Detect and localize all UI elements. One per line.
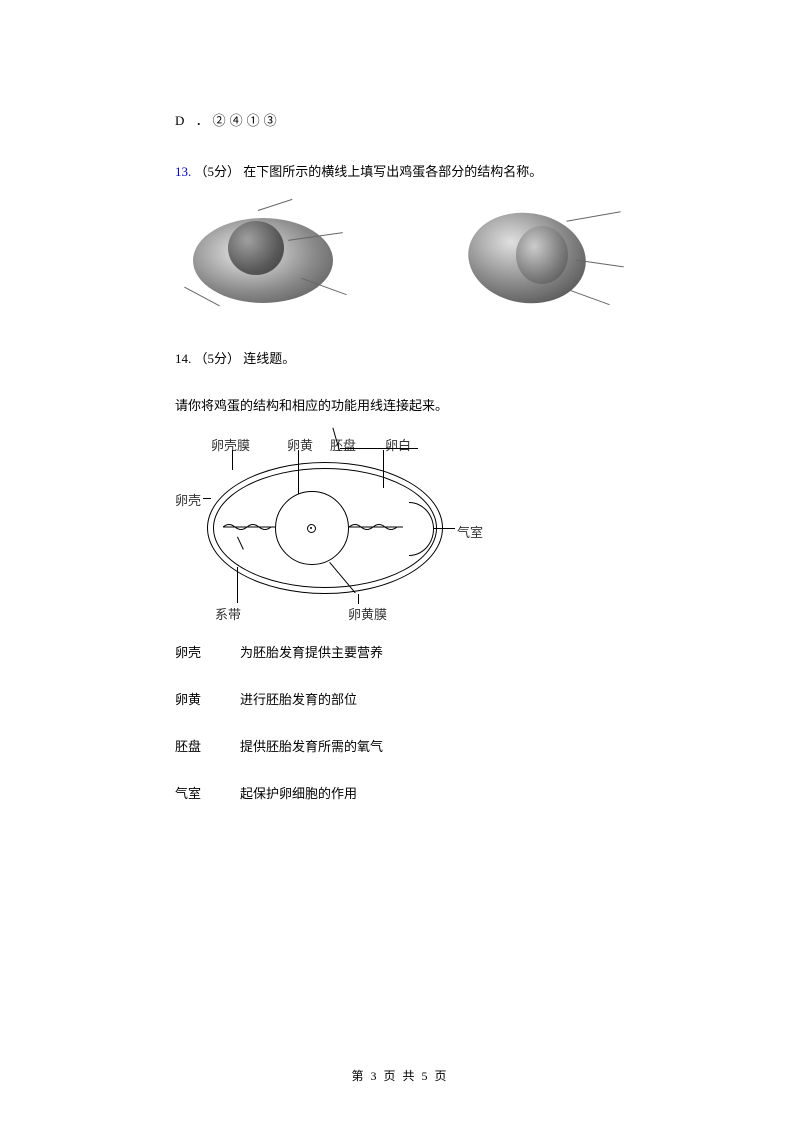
- egg-images-row: [175, 208, 625, 308]
- match-left: 气室: [175, 783, 240, 802]
- match-row: 胚盘 提供胚胎发育所需的氧气: [175, 736, 625, 755]
- leader-line: [564, 288, 609, 305]
- egg-photo-2: [458, 208, 626, 308]
- option-d-text: D ．②④①③: [175, 110, 625, 129]
- q13-text: 在下图所示的横线上填写出鸡蛋各部分的结构名称。: [243, 164, 542, 179]
- page-footer: 第 3 页 共 5 页: [0, 1067, 800, 1084]
- label-air-chamber: 气室: [457, 522, 483, 541]
- leader-line: [383, 450, 384, 488]
- label-shell-membrane: 卵壳膜: [211, 435, 250, 454]
- egg-photo-1: [190, 208, 358, 308]
- leader-line: [298, 450, 299, 494]
- match-right: 起保护卵细胞的作用: [240, 783, 357, 802]
- leader-line: [203, 498, 211, 499]
- leader-line: [237, 567, 238, 603]
- leader-line: [340, 448, 418, 449]
- chalaza-left-icon: [223, 521, 275, 533]
- q13-points: （5分）: [195, 164, 241, 179]
- question-14: 14. （5分） 连线题。: [175, 348, 625, 367]
- q14-number: 14.: [175, 351, 191, 366]
- match-right: 为胚胎发育提供主要营养: [240, 642, 383, 661]
- leader-line: [566, 211, 620, 222]
- leader-line: [258, 199, 293, 211]
- leader-line: [358, 594, 359, 604]
- match-right: 提供胚胎发育所需的氧气: [240, 736, 383, 755]
- egg-yolk-shape: [228, 221, 284, 275]
- label-yolk: 卵黄: [287, 435, 313, 454]
- match-left: 胚盘: [175, 736, 240, 755]
- match-row: 卵黄 进行胚胎发育的部位: [175, 689, 625, 708]
- match-left: 卵黄: [175, 689, 240, 708]
- matching-list: 卵壳 为胚胎发育提供主要营养 卵黄 进行胚胎发育的部位 胚盘 提供胚胎发育所需的…: [175, 642, 625, 802]
- chalaza-right-icon: [349, 521, 403, 533]
- label-chalaza: 系带: [215, 604, 241, 623]
- match-left: 卵壳: [175, 642, 240, 661]
- match-right: 进行胚胎发育的部位: [240, 689, 357, 708]
- match-row: 卵壳 为胚胎发育提供主要营养: [175, 642, 625, 661]
- egg-inner-shape: [516, 226, 568, 284]
- match-row: 气室 起保护卵细胞的作用: [175, 783, 625, 802]
- egg-structure-diagram: 卵壳膜 卵黄 胚盘 卵白 卵壳 气室 系带 卵黄膜: [175, 432, 485, 622]
- q14-text: 连线题。: [243, 351, 295, 366]
- question-13: 13. （5分） 在下图所示的横线上填写出鸡蛋各部分的结构名称。: [175, 161, 625, 180]
- blastodisc-dot: [310, 527, 312, 529]
- leader-line: [232, 450, 233, 470]
- label-albumen: 卵白: [385, 435, 411, 454]
- leader-line: [433, 528, 455, 529]
- label-blastodisc: 胚盘: [330, 435, 356, 454]
- label-yolk-membrane: 卵黄膜: [348, 604, 387, 623]
- label-shell: 卵壳: [175, 490, 201, 509]
- q14-points: （5分）: [195, 351, 241, 366]
- q13-number: 13.: [175, 164, 191, 179]
- q14-instruction: 请你将鸡蛋的结构和相应的功能用线连接起来。: [175, 395, 625, 414]
